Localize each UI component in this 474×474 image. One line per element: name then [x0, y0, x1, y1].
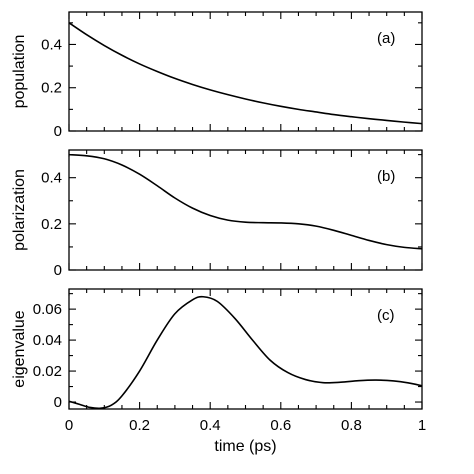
panel-a-population: 0 0.2 0.4 population (a) — [11, 11, 423, 140]
y-axis-label: polarization — [11, 169, 28, 251]
series-line — [68, 22, 423, 125]
plot-frame — [68, 149, 423, 271]
y-tick-label: 0.02 — [33, 363, 62, 380]
panel-label: (a) — [377, 30, 395, 47]
x-tick-label: 0.4 — [200, 417, 221, 434]
panel-c-eigenvalue: 0 0.02 0.04 0.06 0 0.2 0.4 0.6 0.8 1 time (ps) eige… — [11, 288, 426, 455]
y-tick-label: 0.2 — [41, 80, 62, 97]
y-tick-label: 0.4 — [41, 170, 62, 187]
panel-b-polarization: 0 0.2 0.4 polarization (b) — [11, 149, 423, 279]
x-tick-label: 0.6 — [270, 417, 291, 434]
x-tick-label: 0.2 — [129, 417, 150, 434]
y-tick-label: 0 — [54, 262, 62, 279]
x-axis-label: time (ps) — [214, 438, 276, 455]
x-tick-label: 1 — [418, 417, 426, 434]
plot-frame — [68, 11, 423, 132]
y-axis-label: eigenvalue — [11, 310, 28, 388]
panel-label: (c) — [377, 307, 395, 324]
plot-frame — [68, 288, 423, 410]
x-tick-label: 0.8 — [341, 417, 362, 434]
series-line — [68, 295, 423, 410]
y-tick-label: 0.06 — [33, 301, 62, 318]
y-tick-label: 0 — [54, 123, 62, 140]
series-line — [68, 153, 423, 250]
y-tick-label: 0.4 — [41, 36, 62, 53]
panel-label: (b) — [377, 168, 395, 185]
y-tick-label: 0.2 — [41, 216, 62, 233]
x-tick-label: 0 — [65, 417, 73, 434]
y-tick-label: 0 — [54, 394, 62, 411]
y-tick-label: 0.04 — [33, 332, 62, 349]
y-axis-label: population — [11, 35, 28, 109]
